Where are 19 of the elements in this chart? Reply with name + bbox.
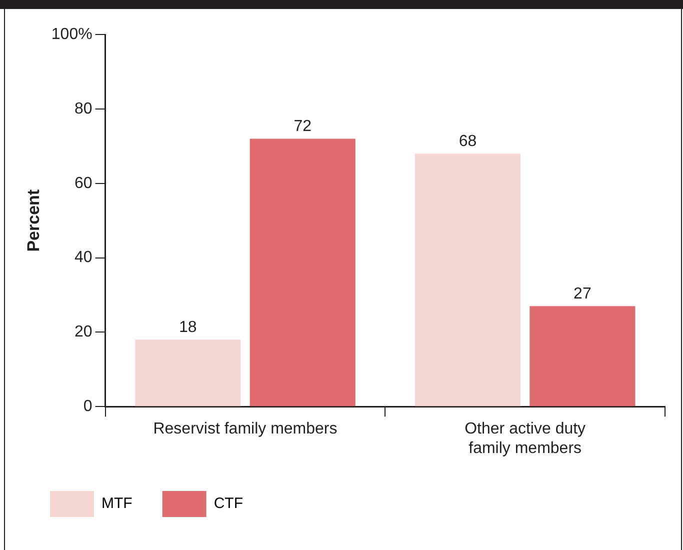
data-label: 18	[178, 319, 197, 336]
y-axis-title: Percent	[24, 189, 43, 252]
data-label: 72	[294, 118, 312, 136]
y-tick-label: 0	[83, 398, 92, 416]
legend-label: MTF	[102, 495, 132, 512]
y-tick-label: 20	[74, 324, 92, 341]
data-label: 68	[458, 133, 477, 150]
bar	[135, 340, 241, 406]
bar	[414, 154, 520, 406]
x-tick-label: Other active duty family members	[464, 420, 586, 457]
y-tick-label: 80	[74, 100, 92, 118]
y-tick-label: 60	[74, 174, 92, 192]
bar	[530, 306, 636, 406]
data-label: 27	[574, 286, 592, 303]
y-tick-label: 40	[74, 249, 92, 266]
y-tick-label: 100%	[51, 26, 92, 44]
bar	[250, 138, 356, 406]
x-tick-label: Reservist family members	[153, 420, 338, 438]
legend-label: CTF	[214, 495, 243, 512]
